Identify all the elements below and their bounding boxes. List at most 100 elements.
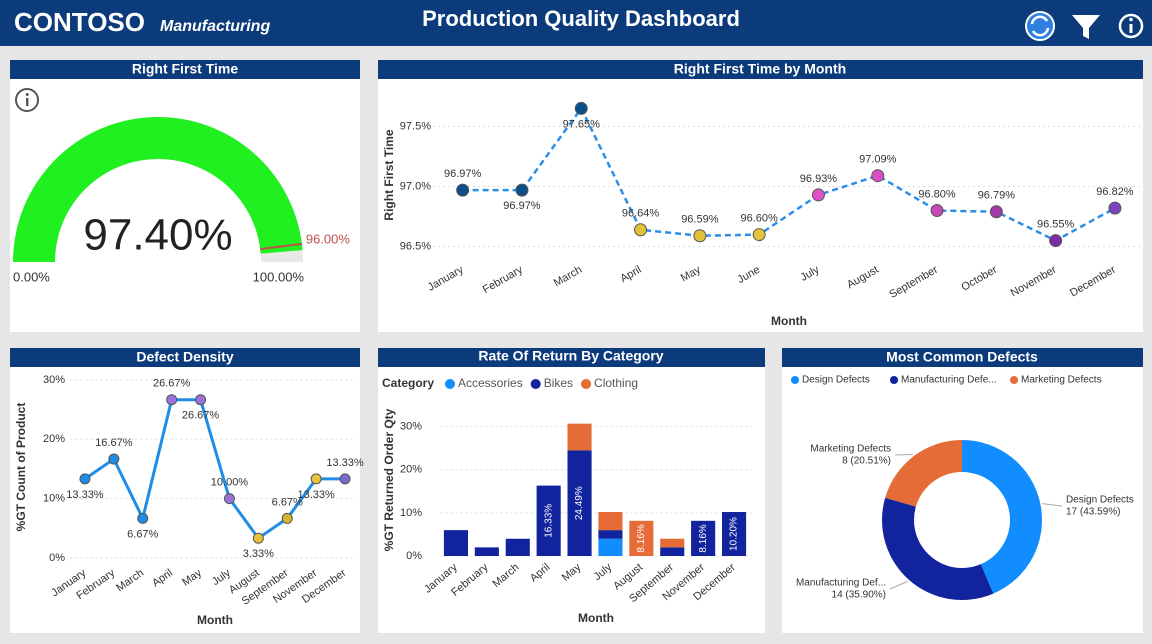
info-icon[interactable] <box>1118 13 1144 39</box>
info-button[interactable] <box>1118 13 1144 39</box>
value-label: 96.79% <box>978 190 1016 202</box>
value-label: 97.09% <box>859 154 897 166</box>
dashboard-title: Production Quality Dashboard <box>422 6 740 31</box>
value-label: 26.67% <box>182 410 220 422</box>
y-tick-label: 10% <box>400 507 422 519</box>
point <box>79 473 91 485</box>
y-tick-label: 20% <box>43 433 65 445</box>
legend-label: Design Defects <box>802 375 870 386</box>
legend-title: Category <box>382 376 434 390</box>
bar-segment <box>721 512 747 556</box>
value-label: 10.00% <box>211 477 249 489</box>
legend-label: Marketing Defects <box>1021 375 1102 386</box>
point <box>456 183 470 197</box>
legend-swatch <box>791 376 799 384</box>
legend-label: Bikes <box>544 376 573 390</box>
value-label: 96.80% <box>918 188 956 200</box>
gauge-target-label: 96.00% <box>306 231 351 246</box>
gauge-range-label: 0.00% <box>13 269 50 284</box>
legend-swatch <box>445 379 455 389</box>
info-dot[interactable] <box>1129 17 1133 22</box>
legend-swatch <box>1010 376 1018 384</box>
panel <box>378 60 1143 332</box>
y-axis-title: %GT Count of Product <box>14 403 28 532</box>
value-label: 6.67% <box>127 528 158 540</box>
value-label: 13.33% <box>326 457 364 469</box>
value-label: 3.33% <box>243 548 274 560</box>
value-label: 96.59% <box>681 214 719 226</box>
panel-title-bar <box>378 348 765 367</box>
bar-segment <box>629 520 654 556</box>
brand-sub: Manufacturing <box>160 18 270 35</box>
point <box>281 512 293 524</box>
gauge-info-button[interactable] <box>15 88 39 112</box>
bar-segment <box>443 530 469 556</box>
value-label: 10.20% <box>729 517 740 551</box>
value-label: 96.93% <box>800 173 838 185</box>
point <box>108 453 120 465</box>
value-label: 24.49% <box>574 486 585 520</box>
y-tick-label: 96.5% <box>400 240 431 252</box>
point <box>811 188 825 202</box>
point <box>310 473 322 485</box>
panel-title-bar <box>378 60 1143 79</box>
point <box>930 204 944 218</box>
point <box>339 473 351 485</box>
value-label: 96.60% <box>740 212 778 224</box>
info-glyph[interactable] <box>26 98 29 106</box>
header-bar <box>0 0 1152 46</box>
value-label: 8.16% <box>636 524 647 552</box>
panel-title-bar <box>10 60 360 79</box>
info-icon[interactable] <box>15 88 39 112</box>
value-label: 13.33% <box>66 489 104 501</box>
bar-segment <box>598 538 623 556</box>
value-label: 96.97% <box>503 200 541 212</box>
value-label: 96.82% <box>1096 186 1134 198</box>
panels <box>10 60 1143 633</box>
info-dot[interactable] <box>25 93 29 96</box>
gauge-range-label: 100.00% <box>253 269 305 284</box>
bar-segment <box>660 547 685 556</box>
donut-slice <box>962 440 1042 594</box>
y-tick-label: 97.5% <box>400 120 431 132</box>
legend-swatch <box>890 376 898 384</box>
value-label: 17 (43.59%) <box>1066 507 1120 518</box>
point <box>515 183 529 197</box>
panel-title: Rate Of Return By Category <box>478 348 663 364</box>
panel-title: Right First Time <box>132 61 239 77</box>
point <box>1108 201 1122 215</box>
panel-title-bar <box>782 348 1143 367</box>
x-axis-title: Month <box>771 314 807 328</box>
line <box>462 105 1116 242</box>
point <box>693 229 707 243</box>
refresh-button[interactable] <box>1025 11 1055 41</box>
leader-line <box>889 580 908 590</box>
y-tick-label: 30% <box>43 374 65 386</box>
value-label: 13.33% <box>297 489 335 501</box>
value-label: 6.67% <box>272 496 303 508</box>
value-label: 8 (20.51%) <box>842 456 891 467</box>
y-tick-label: 97.0% <box>400 180 431 192</box>
point <box>223 493 235 505</box>
leader-line <box>1042 503 1063 507</box>
bar-segment <box>598 512 623 531</box>
point <box>574 101 588 115</box>
refresh-arrows[interactable] <box>1030 15 1050 37</box>
value-label: 16.67% <box>95 437 133 449</box>
value-label: 8.16% <box>698 524 709 552</box>
point <box>195 394 207 406</box>
donut-slice <box>882 497 994 600</box>
info-glyph[interactable] <box>1129 24 1133 33</box>
legend-swatch <box>581 379 592 389</box>
panel <box>10 348 360 633</box>
slice-label: Marketing Defects <box>810 444 891 455</box>
x-axis-title: Month <box>578 611 614 625</box>
point <box>252 532 264 544</box>
value-label: 96.97% <box>444 168 482 180</box>
filter-button[interactable] <box>1072 15 1100 39</box>
y-tick-label: 20% <box>400 464 422 476</box>
y-tick-label: 10% <box>43 493 65 505</box>
value-label: 26.67% <box>153 378 191 390</box>
slice-label: Design Defects <box>1066 495 1134 506</box>
